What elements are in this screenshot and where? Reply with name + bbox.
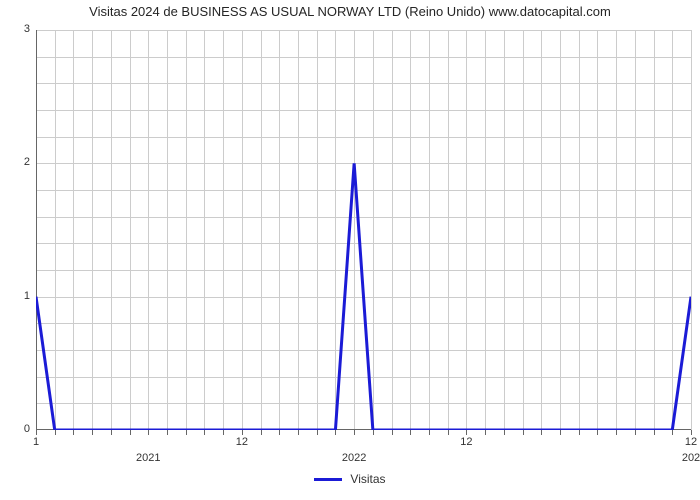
x-tick-mark [261,430,262,435]
x-tick-mark [523,430,524,435]
x-tick-mark [597,430,598,435]
y-tick-label: 0 [6,423,30,435]
x-tick-mark [373,430,374,435]
x-tick-mark [242,430,243,435]
x-tick-mark [504,430,505,435]
y-tick-label: 1 [6,290,30,302]
x-tick-mark [635,430,636,435]
x-tick-label-year: 202 [682,452,700,464]
grid-line-v [691,30,692,430]
x-tick-mark [654,430,655,435]
x-tick-mark [672,430,673,435]
x-tick-label-year: 2021 [136,452,160,464]
x-tick-mark [186,430,187,435]
x-tick-mark [541,430,542,435]
series-line [36,30,691,430]
x-tick-label-month: 12 [460,436,472,448]
chart-title: Visitas 2024 de BUSINESS AS USUAL NORWAY… [0,4,700,19]
x-tick-mark [410,430,411,435]
x-tick-mark [335,430,336,435]
x-tick-mark [354,430,355,435]
x-tick-mark [466,430,467,435]
x-tick-label-month: 1 [33,436,39,448]
chart-container: Visitas 2024 de BUSINESS AS USUAL NORWAY… [0,0,700,500]
x-tick-label-month: 12 [685,436,697,448]
x-tick-mark [616,430,617,435]
x-tick-label-year: 2022 [342,452,366,464]
x-tick-mark [111,430,112,435]
x-tick-mark [579,430,580,435]
x-tick-mark [130,430,131,435]
x-tick-mark [298,430,299,435]
x-tick-mark [167,430,168,435]
x-tick-mark [560,430,561,435]
legend-label: Visitas [350,472,385,486]
x-tick-mark [73,430,74,435]
x-tick-mark [223,430,224,435]
x-tick-mark [429,430,430,435]
x-tick-mark [148,430,149,435]
x-tick-mark [317,430,318,435]
x-tick-mark [55,430,56,435]
legend: Visitas [0,472,700,486]
legend-swatch [314,478,342,481]
x-tick-mark [204,430,205,435]
x-tick-mark [691,430,692,435]
y-tick-label: 2 [6,156,30,168]
x-tick-mark [279,430,280,435]
plot-area [36,30,691,430]
x-tick-mark [485,430,486,435]
x-tick-label-month: 12 [236,436,248,448]
x-tick-mark [448,430,449,435]
y-tick-label: 3 [6,23,30,35]
x-tick-mark [392,430,393,435]
x-tick-mark [36,430,37,435]
x-tick-mark [92,430,93,435]
